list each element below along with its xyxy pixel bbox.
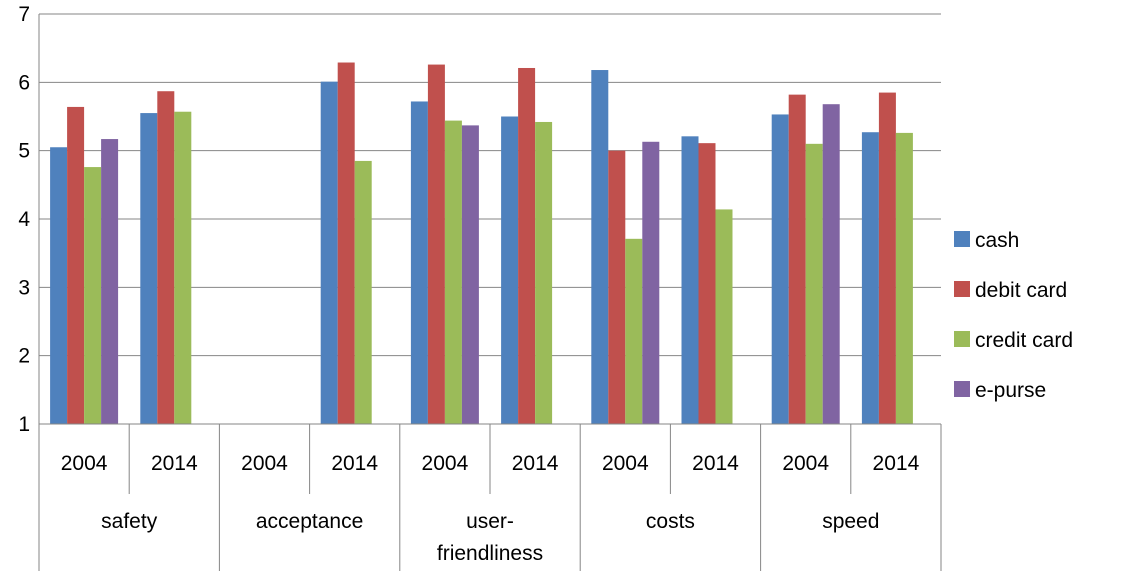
y-tick-label: 1: [18, 413, 30, 436]
x-group-label: safety: [101, 510, 158, 533]
legend-swatch-debit-card: [954, 281, 970, 297]
bar-debit-card-3: [337, 62, 355, 425]
y-tick-label: 5: [18, 140, 30, 163]
bar-e-purse-6: [642, 141, 660, 424]
bar-credit-card-5: [535, 121, 553, 424]
bar-cash-5: [501, 116, 519, 424]
bar-e-purse-4: [461, 125, 479, 424]
x-tick-label-year: 2004: [241, 452, 288, 475]
x-tick-label-year: 2014: [512, 452, 559, 475]
bar-cash-0: [50, 147, 68, 424]
bar-credit-card-6: [625, 238, 643, 424]
bar-cash-4: [410, 101, 428, 424]
bar-debit-card-6: [608, 150, 626, 425]
bars: [50, 62, 913, 425]
legend-label: credit card: [975, 329, 1073, 352]
bar-debit-card-5: [518, 67, 536, 424]
bar-cash-1: [140, 113, 158, 424]
y-tick-label: 2: [18, 345, 30, 368]
legend-swatch-e-purse: [954, 381, 970, 397]
y-tick-label: 4: [18, 208, 30, 231]
y-tick-label: 7: [18, 3, 30, 26]
x-tick-label-year: 2014: [331, 452, 378, 475]
legend-swatch-cash: [954, 231, 970, 247]
x-tick-label-year: 2014: [692, 452, 739, 475]
x-group-label: user-friendliness: [437, 510, 543, 565]
bar-e-purse-8: [822, 104, 840, 424]
legend: cash debit card credit card e-purse: [954, 229, 1073, 402]
y-axis-tick-labels: 1 2 3 4 5 6 7: [18, 3, 30, 436]
x-tick-label-year: 2004: [602, 452, 649, 475]
legend-swatch-credit-card: [954, 331, 970, 347]
x-tick-label-year: 2004: [61, 452, 108, 475]
bar-credit-card-3: [354, 160, 372, 425]
y-tick-label: 3: [18, 276, 30, 299]
bar-debit-card-9: [878, 92, 896, 424]
bar-cash-8: [771, 114, 789, 424]
x-axis: 2004 2014 safety 2004 2014 acceptance 2004 2014…: [38, 423, 942, 571]
x-group-label: speed: [822, 510, 879, 533]
bar-debit-card-1: [157, 91, 175, 424]
bar-cash-3: [320, 81, 338, 425]
legend-label: cash: [975, 229, 1019, 252]
legend-label: e-purse: [975, 379, 1046, 402]
bar-debit-card-4: [427, 64, 445, 424]
bar-debit-card-8: [788, 94, 806, 424]
x-group-label: acceptance: [256, 510, 363, 533]
bar-debit-card-0: [67, 106, 85, 425]
x-tick-label-year: 2014: [151, 452, 198, 475]
bar-cash-6: [591, 70, 609, 424]
bar-e-purse-0: [101, 139, 119, 425]
bar-debit-card-7: [698, 143, 716, 424]
bar-credit-card-1: [174, 111, 192, 424]
bar-credit-card-7: [715, 209, 733, 424]
bar-credit-card-8: [805, 143, 823, 424]
bar-cash-7: [681, 136, 699, 424]
x-group-label: costs: [646, 510, 695, 533]
x-tick-label-year: 2004: [422, 452, 469, 475]
bar-credit-card-4: [444, 120, 462, 424]
bar-credit-card-0: [84, 167, 102, 424]
x-tick-label-year: 2004: [782, 452, 829, 475]
x-tick-label-year: 2014: [873, 452, 920, 475]
legend-label: debit card: [975, 279, 1067, 302]
bar-credit-card-9: [895, 132, 913, 424]
bar-cash-9: [861, 132, 879, 424]
y-tick-label: 6: [18, 71, 30, 94]
